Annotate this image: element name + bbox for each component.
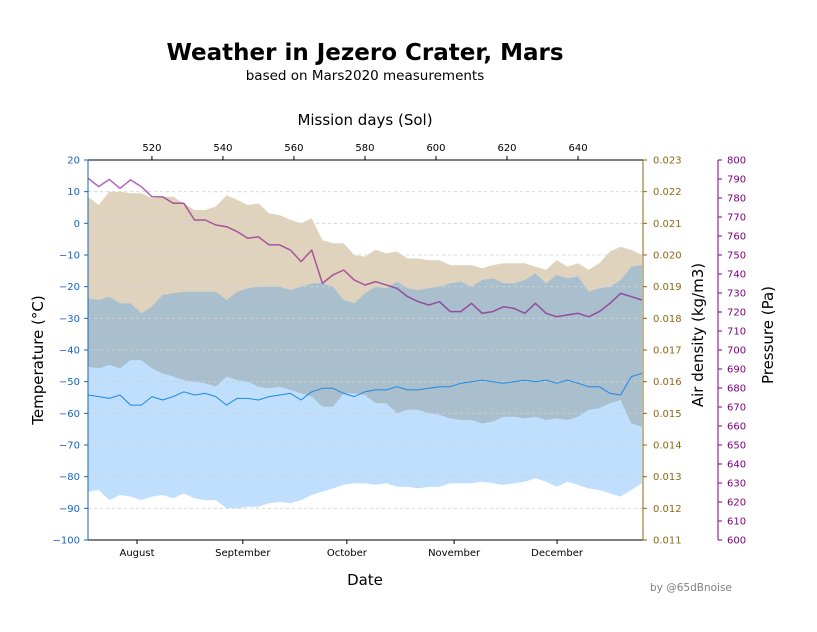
pressure-tick-label: 600 [727, 536, 746, 547]
temperature-tick-label: −50 [59, 377, 80, 388]
pressure-tick-label: 730 [727, 289, 746, 300]
density-tick-label: 0.011 [653, 536, 682, 547]
top-axis-title: Mission days (Sol) [297, 111, 432, 129]
temperature-tick-label: −60 [59, 409, 80, 420]
density-tick-label: 0.021 [653, 219, 682, 230]
pressure-tick-label: 620 [727, 498, 746, 509]
density-tick-label: 0.019 [653, 282, 682, 293]
sol-tick-label: 520 [142, 143, 161, 154]
temperature-tick-label: −90 [59, 504, 80, 515]
axes: 520 540 560 580 600 620 640 August September Octo… [53, 143, 747, 559]
density-tick-label: 0.022 [653, 187, 682, 198]
pressure-tick-label: 750 [727, 251, 746, 262]
sol-tick-label: 620 [497, 143, 516, 154]
density-tick-label: 0.018 [653, 314, 682, 325]
density-tick-label: 0.014 [653, 441, 682, 452]
series-lines [88, 177, 643, 406]
density-tick-label: 0.016 [653, 377, 682, 388]
pressure-tick-label: 790 [727, 175, 746, 186]
pressure-tick-label: 800 [727, 156, 746, 167]
pressure-tick-label: 720 [727, 308, 746, 319]
temperature-tick-label: 0 [74, 219, 80, 230]
density-tick-label: 0.020 [653, 251, 682, 262]
sol-tick-label: 580 [355, 143, 374, 154]
density-tick-label: 0.013 [653, 472, 682, 483]
density-tick-label: 0.023 [653, 156, 682, 167]
density-tick-label: 0.017 [653, 346, 682, 357]
date-tick-label: August [120, 548, 155, 559]
credit-text: by @65dBnoise [650, 582, 732, 594]
pressure-tick-label: 690 [727, 365, 746, 376]
date-tick-label: December [531, 548, 584, 559]
temperature-tick-label: 10 [67, 187, 80, 198]
pressure-axis-title: Pressure (Pa) [759, 286, 777, 384]
overlap-band [88, 265, 642, 427]
pressure-tick-label: 630 [727, 479, 746, 490]
temperature-tick-label: −40 [59, 346, 80, 357]
pressure-line [88, 177, 643, 318]
temperature-tick-label: −10 [59, 251, 80, 262]
density-axis-title: Air density (kg/m3) [689, 263, 707, 407]
temperature-tick-label: −100 [53, 536, 80, 547]
pressure-tick-label: 640 [727, 460, 746, 471]
sol-tick-label: 640 [568, 143, 587, 154]
temperature-axis-title: Temperature (°C) [29, 295, 47, 425]
sol-tick-label: 560 [284, 143, 303, 154]
date-tick-label: November [428, 548, 481, 559]
pressure-tick-label: 700 [727, 346, 746, 357]
temperature-tick-label: −30 [59, 314, 80, 325]
temperature-tick-label: −70 [59, 441, 80, 452]
pressure-tick-label: 610 [727, 517, 746, 528]
chart-title: Weather in Jezero Crater, Mars [166, 40, 563, 66]
temperature-mean-line [88, 372, 643, 406]
bottom-axis-title: Date [347, 571, 383, 589]
pressure-tick-label: 660 [727, 422, 746, 433]
density-tick-label: 0.015 [653, 409, 682, 420]
pressure-tick-label: 670 [727, 403, 746, 414]
temperature-tick-label: −80 [59, 472, 80, 483]
date-tick-label: October [327, 548, 368, 559]
pressure-tick-label: 650 [727, 441, 746, 452]
pressure-tick-label: 710 [727, 327, 746, 338]
temperature-tick-label: −20 [59, 282, 80, 293]
density-tick-label: 0.012 [653, 504, 682, 515]
sol-tick-label: 600 [426, 143, 445, 154]
range-bands [88, 191, 642, 509]
pressure-tick-label: 680 [727, 384, 746, 395]
pressure-tick-label: 780 [727, 194, 746, 205]
pressure-tick-label: 760 [727, 232, 746, 243]
pressure-tick-label: 740 [727, 270, 746, 281]
sol-tick-label: 540 [213, 143, 232, 154]
pressure-tick-label: 770 [727, 213, 746, 224]
chart-subtitle: based on Mars2020 measurements [246, 68, 485, 84]
date-tick-label: September [215, 548, 271, 559]
temperature-tick-label: 20 [67, 156, 80, 167]
